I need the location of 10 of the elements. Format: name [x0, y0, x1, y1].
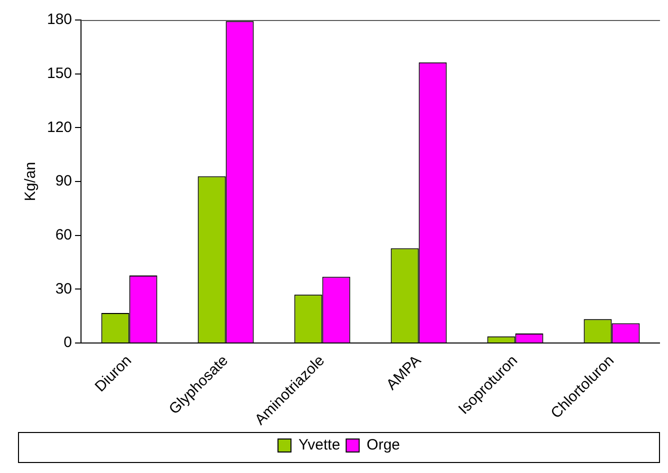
y-tick-label: 30 — [55, 280, 72, 298]
y-tick-label: 150 — [46, 64, 72, 82]
legend-label: Yvette — [298, 436, 340, 454]
y-tick-label: 0 — [64, 334, 72, 352]
y-tick-label: 60 — [55, 226, 72, 244]
y-tick-label: 120 — [46, 118, 72, 136]
y-tick-label: 90 — [55, 172, 72, 190]
y-tick-label: 180 — [46, 11, 72, 28]
y-axis-title: Kg/an — [22, 162, 40, 202]
legend-label: Orge — [366, 436, 400, 454]
